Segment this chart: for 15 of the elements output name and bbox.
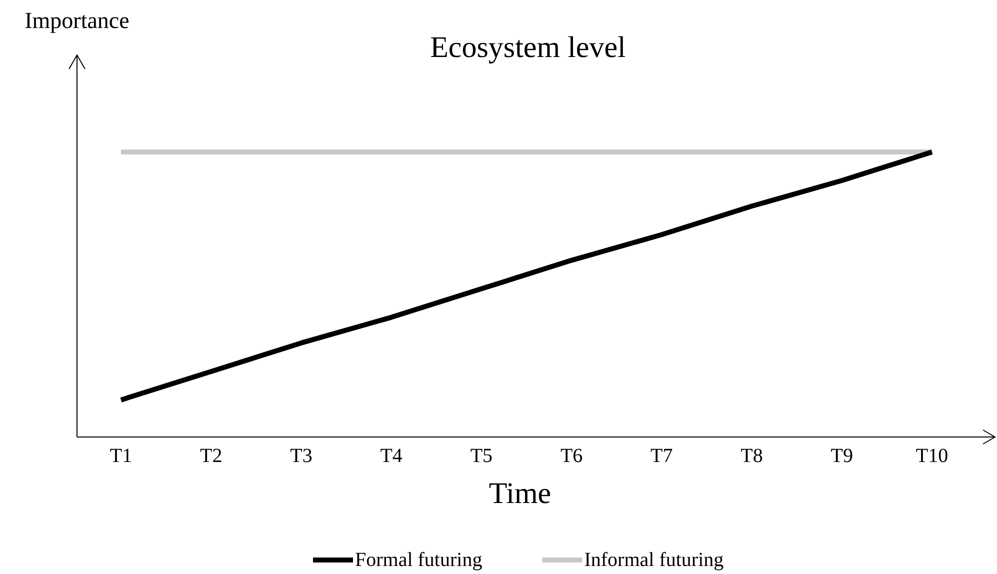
text: Importance xyxy=(24,8,130,33)
x-tick-label: T7 xyxy=(650,445,673,467)
x-tick-label: T10 xyxy=(916,445,948,467)
x-tick-label: T5 xyxy=(470,445,493,467)
legend-label: Informal futuring xyxy=(584,549,724,571)
x-tick-label: T6 xyxy=(560,445,583,467)
chart-title: Ecosystem level xyxy=(430,31,626,64)
x-tick-label: T3 xyxy=(290,445,312,467)
legend-label: Formal futuring xyxy=(355,549,482,571)
x-tick-label: T1 xyxy=(110,445,132,467)
x-tick-label: T2 xyxy=(200,445,222,467)
x-tick-label: T4 xyxy=(380,445,402,467)
x-axis-title: Time xyxy=(488,477,552,510)
x-tick-label: T8 xyxy=(740,445,763,467)
x-tick-label: T9 xyxy=(830,445,853,467)
